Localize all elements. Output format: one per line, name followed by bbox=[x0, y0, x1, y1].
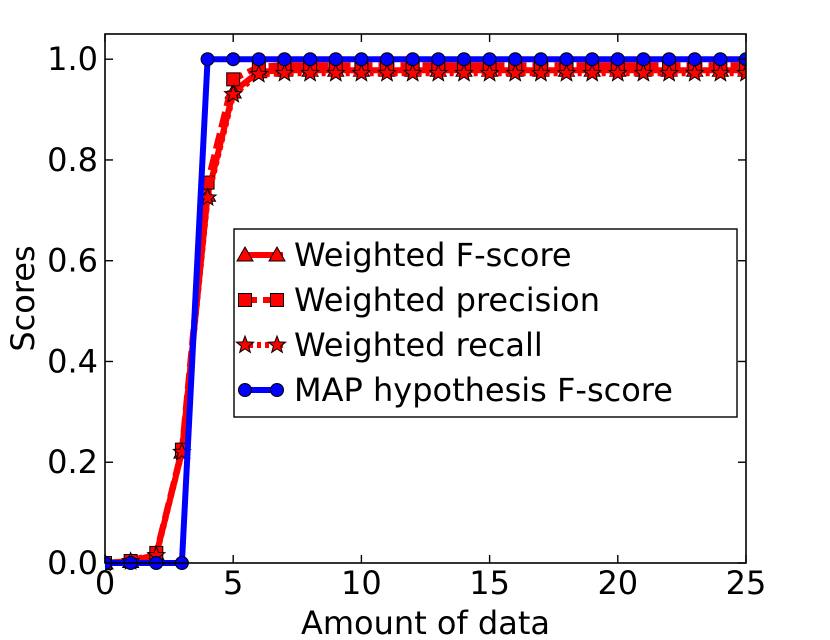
legend-label: Weighted recall bbox=[294, 326, 543, 364]
data-point-weighted-precision bbox=[226, 72, 241, 87]
data-point-weighted-recall bbox=[607, 62, 628, 82]
y-axis-label: Scores bbox=[4, 245, 42, 351]
data-point-weighted-recall bbox=[479, 62, 500, 82]
ticks-layer: 0 5 10 15 20 25 0.0 0.2 0.4 0.6 0.8 1.0 bbox=[47, 34, 766, 602]
legend-entry-weighted-precision: Weighted precision bbox=[238, 281, 600, 319]
y-tick-label: 1.0 bbox=[47, 40, 98, 78]
x-tick-label: 5 bbox=[223, 564, 243, 602]
series-line-weighted-precision bbox=[105, 62, 746, 566]
plot-frame bbox=[104, 33, 747, 564]
data-point-map-hypothesis-f-score bbox=[431, 52, 446, 67]
data-point-map-hypothesis-f-score bbox=[713, 52, 728, 67]
data-point-weighted-recall bbox=[454, 62, 474, 82]
x-tick-label: 10 bbox=[341, 564, 382, 602]
legend-marker bbox=[238, 293, 252, 307]
legend-marker bbox=[270, 293, 284, 307]
data-point-map-hypothesis-f-score bbox=[226, 52, 241, 67]
data-point-map-hypothesis-f-score bbox=[482, 52, 497, 67]
data-point-map-hypothesis-f-score bbox=[251, 52, 266, 67]
y-tick-label: 0.8 bbox=[47, 141, 98, 179]
data-point-map-hypothesis-f-score bbox=[328, 52, 343, 67]
x-tick-label: 0 bbox=[95, 564, 115, 602]
data-point-map-hypothesis-f-score bbox=[610, 52, 625, 67]
data-point-weighted-recall bbox=[684, 62, 705, 82]
data-point-map-hypothesis-f-score bbox=[303, 52, 318, 67]
data-point-map-hypothesis-f-score bbox=[533, 52, 548, 67]
data-point-weighted-recall bbox=[300, 62, 321, 82]
y-tick-label: 0.4 bbox=[47, 342, 98, 380]
data-point-map-hypothesis-f-score bbox=[687, 52, 702, 67]
data-point-map-hypothesis-f-score bbox=[662, 52, 677, 67]
data-point-weighted-recall bbox=[274, 62, 295, 82]
legend-marker bbox=[268, 245, 286, 262]
data-point-weighted-recall bbox=[530, 62, 551, 82]
data-point-weighted-recall bbox=[710, 62, 731, 82]
data-point-weighted-recall bbox=[633, 62, 654, 82]
data-point-weighted-recall bbox=[351, 62, 372, 82]
legend-entry-map-hypothesis-f-score: MAP hypothesis F-score bbox=[238, 371, 673, 409]
y-tick-label: 0.2 bbox=[47, 443, 98, 481]
legend-marker bbox=[238, 383, 252, 397]
x-tick-label: 25 bbox=[726, 564, 767, 602]
data-point-weighted-recall bbox=[428, 62, 449, 82]
series-map-hypothesis-f-score bbox=[105, 52, 746, 570]
legend-marker bbox=[270, 383, 284, 397]
legend-entry-weighted-f-score: Weighted F-score bbox=[236, 236, 572, 274]
data-point-weighted-recall bbox=[736, 62, 746, 82]
legend-label: MAP hypothesis F-score bbox=[294, 371, 673, 409]
legend-label: Weighted precision bbox=[294, 281, 600, 319]
plot-area bbox=[105, 52, 746, 572]
data-point-map-hypothesis-f-score bbox=[636, 52, 651, 67]
data-point-map-hypothesis-f-score bbox=[456, 52, 471, 67]
data-point-map-hypothesis-f-score bbox=[277, 52, 292, 67]
data-point-map-hypothesis-f-score bbox=[508, 52, 523, 67]
data-point-weighted-recall bbox=[248, 63, 269, 83]
data-point-weighted-recall bbox=[556, 62, 577, 82]
data-point-weighted-recall bbox=[377, 62, 397, 82]
data-point-map-hypothesis-f-score bbox=[354, 52, 369, 67]
y-tick-label: 0.0 bbox=[47, 544, 98, 582]
data-point-weighted-recall bbox=[223, 84, 244, 103]
legend-items: Weighted F-score Weighted precision Weight… bbox=[235, 236, 673, 409]
legend-box bbox=[233, 228, 738, 418]
data-point-map-hypothesis-f-score bbox=[380, 52, 395, 67]
data-point-map-hypothesis-f-score bbox=[559, 52, 574, 67]
data-point-weighted-recall bbox=[659, 62, 679, 82]
legend-marker bbox=[267, 334, 287, 354]
series-layer bbox=[105, 52, 746, 572]
legend: Weighted F-score Weighted precision Weight… bbox=[233, 228, 738, 418]
data-point-weighted-recall bbox=[402, 62, 423, 82]
x-tick-label: 15 bbox=[469, 564, 510, 602]
series-weighted-recall bbox=[105, 62, 746, 572]
y-tick-label: 0.6 bbox=[47, 242, 98, 280]
data-point-weighted-recall bbox=[582, 62, 603, 82]
x-tick-label: 20 bbox=[597, 564, 638, 602]
data-point-weighted-recall bbox=[505, 62, 526, 82]
legend-entry-weighted-recall: Weighted recall bbox=[235, 326, 543, 364]
data-point-map-hypothesis-f-score bbox=[200, 52, 215, 67]
x-axis-label: Amount of data bbox=[301, 604, 550, 636]
data-point-map-hypothesis-f-score bbox=[585, 52, 600, 67]
legend-marker bbox=[236, 245, 254, 262]
data-point-map-hypothesis-f-score bbox=[405, 52, 420, 67]
data-point-weighted-recall bbox=[325, 62, 346, 82]
legend-marker bbox=[235, 334, 255, 354]
legend-label: Weighted F-score bbox=[294, 236, 572, 274]
